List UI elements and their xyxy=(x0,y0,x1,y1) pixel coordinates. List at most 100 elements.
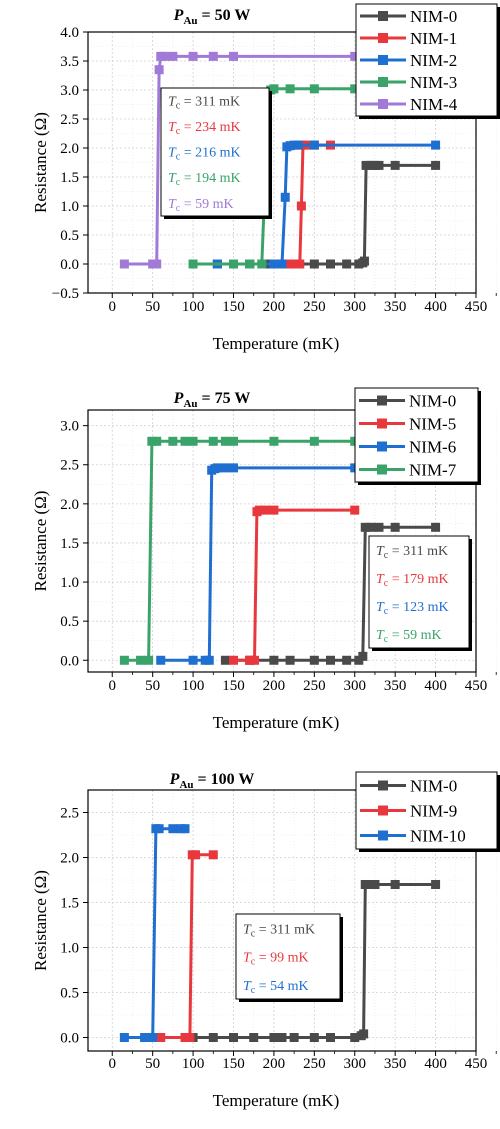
tc-symbol: T xyxy=(376,628,385,643)
legend: NIM-0 NIM-1 NIM-2 NIM-3 NIM-4 xyxy=(355,3,500,119)
legend-marker xyxy=(377,395,387,406)
data-point xyxy=(119,259,129,269)
tc-subscript: c xyxy=(176,203,181,214)
data-point xyxy=(180,1033,190,1042)
legend-label: NIM-0 xyxy=(409,392,456,411)
x-tick-label: 150 xyxy=(222,678,245,694)
legend-item-nim-2: NIM-2 xyxy=(360,51,457,70)
x-tick-label: 250 xyxy=(303,299,326,315)
y-tick-label: 2.0 xyxy=(60,497,79,513)
tc-annotation: Tc = 216 mK xyxy=(168,146,241,163)
x-tick-label: 150 xyxy=(222,1056,245,1072)
legend-marker xyxy=(378,99,388,109)
data-point xyxy=(140,1033,150,1042)
legend-marker xyxy=(377,418,387,429)
data-point xyxy=(245,259,255,269)
x-tick-label: 300 xyxy=(344,678,367,694)
data-point xyxy=(293,140,303,150)
data-point xyxy=(229,51,238,61)
data-point xyxy=(148,1033,158,1042)
tc-subscript: c xyxy=(251,985,256,996)
legend-item-nim-6: NIM-6 xyxy=(359,438,456,457)
data-point xyxy=(280,192,290,202)
series-nim-0 xyxy=(212,160,441,269)
tc-subscript: c xyxy=(251,928,256,939)
data-point xyxy=(188,51,198,61)
data-point xyxy=(326,655,335,665)
x-tick-label: 100 xyxy=(182,299,205,315)
tc-value: = 234 mK xyxy=(180,120,240,135)
y-tick-label: 2.0 xyxy=(60,141,79,157)
y-tick-label: 0.5 xyxy=(60,614,79,630)
legend-label: NIM-0 xyxy=(410,777,457,796)
series-line xyxy=(124,827,185,1039)
data-point xyxy=(208,436,218,446)
x-tick-label: 450 xyxy=(465,678,488,694)
series-line xyxy=(233,508,355,662)
data-point xyxy=(208,1033,218,1042)
x-tick-label: 0 xyxy=(109,299,117,315)
tc-annotation: Tc = 179 mK xyxy=(376,572,449,589)
x-tick-label: 350 xyxy=(384,1056,407,1072)
tc-value: = 99 mK xyxy=(255,951,308,966)
tc-annotation: Tc = 311 mK xyxy=(243,922,315,939)
data-point xyxy=(119,1033,129,1042)
data-point xyxy=(309,140,319,150)
x-tick-label: 300 xyxy=(344,299,367,315)
data-point xyxy=(154,824,164,834)
tc-subscript: c xyxy=(384,606,389,617)
data-point xyxy=(154,65,164,75)
tc-symbol: T xyxy=(376,544,385,559)
x-tick-label: 350 xyxy=(384,299,407,315)
data-point xyxy=(212,463,222,473)
legend-frame xyxy=(354,387,479,483)
data-point xyxy=(309,259,319,269)
data-point xyxy=(309,1033,319,1042)
data-point xyxy=(360,522,370,532)
chart-panel-1: 0 50 100 150 200 250 300 350 400 450 −0.5 0.0 0.5 1.0… xyxy=(31,3,500,353)
tc-annotation: Tc = 54 mK xyxy=(243,979,309,996)
data-point xyxy=(269,655,279,665)
tc-subscript: c xyxy=(384,634,389,645)
data-point xyxy=(289,1033,299,1042)
plot-frame xyxy=(87,409,477,673)
tc-value: = 59 mK xyxy=(180,197,233,212)
data-point xyxy=(188,436,198,446)
legend-marker xyxy=(377,441,387,452)
tc-value: = 123 mK xyxy=(388,600,448,615)
x-tick-label: 400 xyxy=(424,299,447,315)
tc-symbol: T xyxy=(168,171,177,186)
data-point xyxy=(277,259,287,269)
legend-label: NIM-6 xyxy=(409,438,456,457)
data-point xyxy=(185,1033,195,1042)
data-point xyxy=(180,824,190,834)
legend: NIM-0 NIM-9 NIM-10 xyxy=(355,771,500,852)
data-point xyxy=(220,655,230,665)
data-point xyxy=(350,1033,360,1042)
y-tick-label: 3.0 xyxy=(60,419,79,435)
chart-panel-3: 0 50 100 150 200 250 300 350 400 450 0.0 0.5 1.0 1.5 2… xyxy=(31,771,500,1110)
data-point xyxy=(431,160,441,170)
tc-subscript: c xyxy=(176,152,181,163)
annotation-frame xyxy=(235,913,341,1000)
tc-subscript: c xyxy=(384,578,389,589)
y-tick-label: 3.5 xyxy=(60,54,79,70)
x-tick-label: 200 xyxy=(263,299,286,315)
x-tick-label: 300 xyxy=(344,1056,367,1072)
tc-symbol: T xyxy=(376,572,385,587)
data-point xyxy=(374,522,384,532)
data-point xyxy=(191,850,201,860)
legend-item-nim-5: NIM-5 xyxy=(359,415,456,434)
data-point xyxy=(285,655,295,665)
legend-label: NIM-3 xyxy=(410,73,457,92)
tc-annotation: Tc = 123 mK xyxy=(376,600,449,617)
x-tick-label: 250 xyxy=(303,678,326,694)
tc-symbol: T xyxy=(376,600,385,615)
x-tick-label: 200 xyxy=(263,678,286,694)
data-point xyxy=(229,1033,238,1042)
data-point xyxy=(229,259,238,269)
annotation-frame xyxy=(368,535,470,649)
legend-label: NIM-4 xyxy=(410,95,458,114)
x-tick-label: 400 xyxy=(424,678,447,694)
legend-item-nim-4: NIM-4 xyxy=(360,95,458,114)
